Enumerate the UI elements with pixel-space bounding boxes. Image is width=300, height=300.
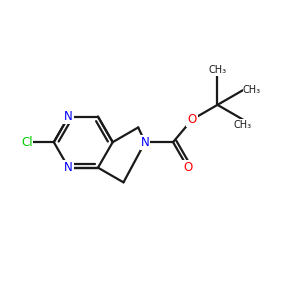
Text: O: O	[188, 113, 196, 126]
Text: N: N	[64, 161, 73, 174]
Text: CH₃: CH₃	[208, 65, 226, 75]
Text: CH₃: CH₃	[234, 120, 252, 130]
Text: N: N	[64, 110, 73, 123]
Text: CH₃: CH₃	[243, 85, 261, 95]
Text: O: O	[183, 161, 192, 174]
Text: Cl: Cl	[21, 136, 32, 148]
Text: N: N	[141, 136, 149, 148]
